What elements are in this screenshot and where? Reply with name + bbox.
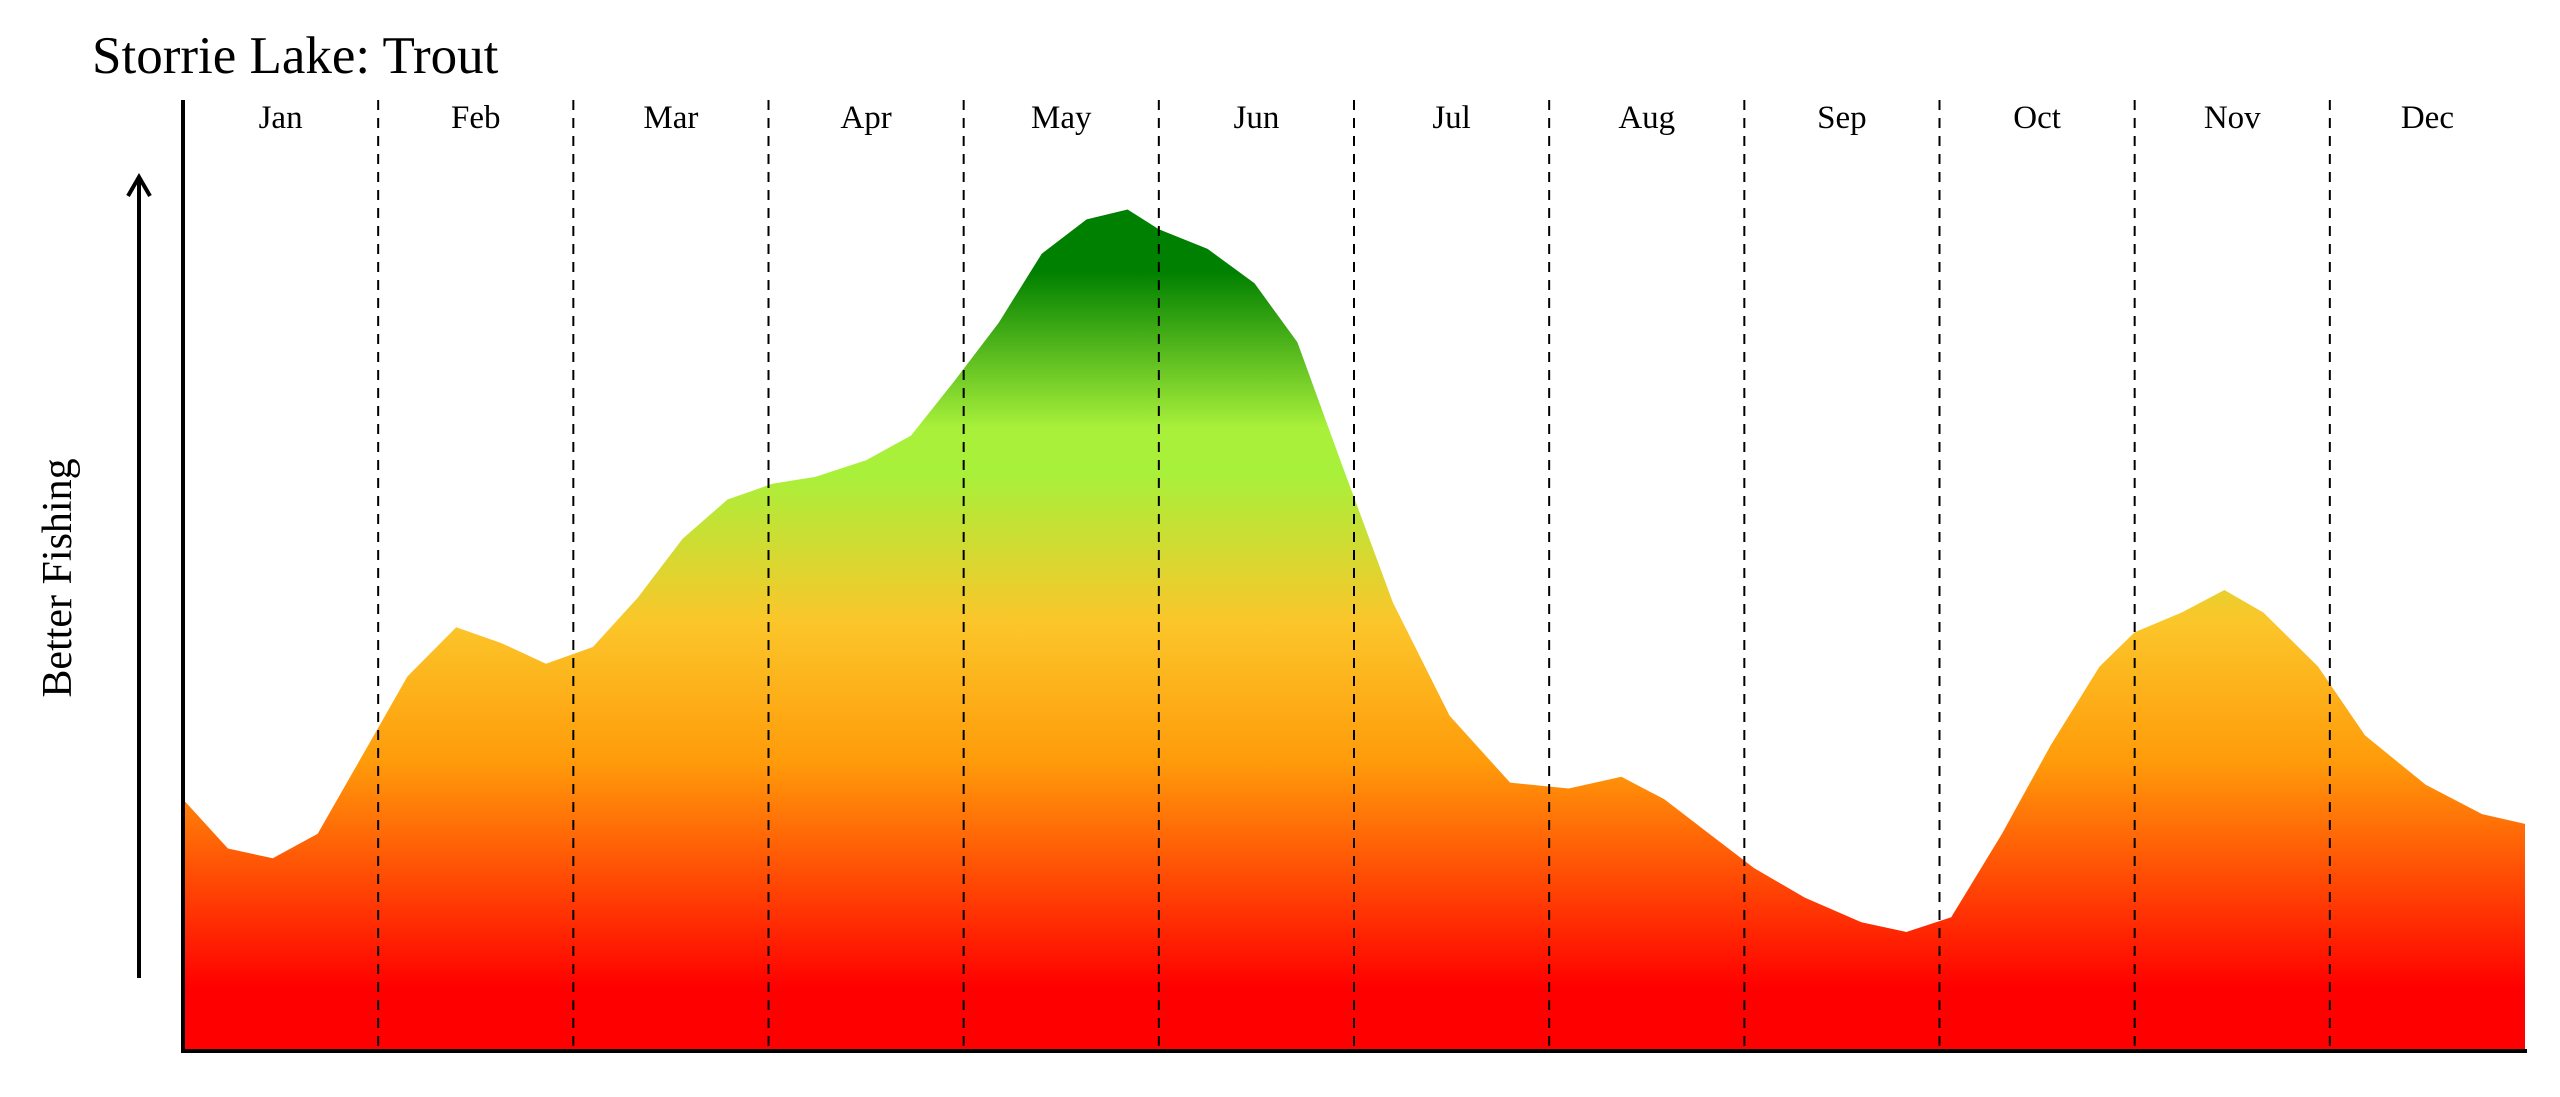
month-label-aug: Aug [1618,100,1675,136]
month-label-apr: Apr [840,100,891,136]
arrow-up-icon [126,173,152,198]
better-fishing-arrow [126,173,152,978]
month-label-jun: Jun [1233,100,1279,136]
month-labels: Jan Feb Mar Apr May Jun Jul Aug Sep Oct Nov Dec [259,100,2454,136]
month-label-oct: Oct [2013,100,2061,136]
plot-area: Jan Feb Mar Apr May Jun Jul Aug Sep Oct Nov Dec [183,100,2525,1050]
month-label-mar: Mar [643,100,698,136]
month-label-feb: Feb [451,100,501,136]
month-label-dec: Dec [2401,100,2454,136]
chart-title: Storrie Lake: Trout [92,27,499,85]
month-label-may: May [1031,100,1092,136]
month-label-sep: Sep [1817,100,1867,136]
month-gridlines [377,100,2331,1050]
y-axis-label: Better Fishing [35,458,81,697]
month-label-jan: Jan [259,100,303,136]
month-label-nov: Nov [2204,100,2261,136]
month-label-jul: Jul [1432,100,1471,136]
